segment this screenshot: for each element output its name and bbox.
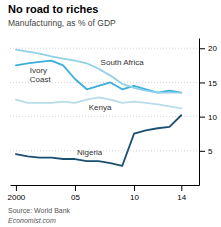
- y-tick-label: 15: [208, 79, 217, 88]
- title: No road to riches: [8, 3, 98, 15]
- x-tick-mark: [134, 185, 135, 191]
- series-label: IvoryCoast: [30, 66, 52, 84]
- grid-line: [10, 48, 199, 49]
- y-tick: 15: [199, 79, 217, 88]
- series-labels: IvoryCoast South Africa Kenya Nigeria: [30, 58, 145, 157]
- y-axis-line: [199, 39, 200, 186]
- y-tick-mark: [199, 82, 205, 83]
- subtitle: Manufacturing, as % of GDP: [8, 18, 116, 28]
- grid-line: [10, 150, 199, 151]
- y-tick-mark: [199, 117, 205, 118]
- x-tick: 10: [130, 185, 139, 202]
- series-label: Kenya: [89, 103, 112, 112]
- x-tick: 14: [177, 185, 186, 202]
- plot: 2000 05 10 14 5 10 15 20 IvoryCoast South Africa K…: [8, 39, 218, 202]
- series-label: South Africa: [101, 58, 145, 67]
- x-tick: 05: [71, 185, 80, 202]
- y-tick: 10: [199, 113, 217, 122]
- y-tick-label: 20: [208, 44, 217, 53]
- footer: Economist.com: [8, 217, 56, 224]
- y-axis: 5 10 15 20: [199, 39, 217, 186]
- series-label: Nigeria: [77, 148, 103, 157]
- x-tick-mark: [181, 185, 182, 191]
- line: [16, 115, 181, 166]
- x-axis: 2000 05 10 14: [8, 185, 200, 202]
- x-axis-line: [11, 185, 200, 186]
- y-tick-mark: [199, 151, 205, 152]
- x-tick-mark: [16, 185, 17, 191]
- x-tick-label: 2000: [8, 193, 26, 202]
- line: [16, 50, 181, 93]
- y-tick-mark: [199, 48, 205, 49]
- y-tick-label: 5: [208, 147, 213, 156]
- x-tick-label: 05: [71, 193, 80, 202]
- chart: No road to riches Manufacturing, as % of …: [0, 0, 221, 227]
- x-tick-mark: [75, 185, 76, 191]
- y-tick-label: 10: [208, 113, 217, 122]
- lines: [16, 50, 181, 166]
- x-tick: 2000: [8, 185, 26, 202]
- grid: [10, 48, 199, 151]
- grid-line: [10, 116, 199, 117]
- line: [16, 61, 181, 93]
- y-tick: 20: [199, 44, 217, 53]
- source: Source: World Bank: [8, 207, 71, 214]
- x-tick-label: 14: [177, 193, 186, 202]
- x-tick-label: 10: [130, 193, 139, 202]
- y-tick: 5: [199, 147, 213, 156]
